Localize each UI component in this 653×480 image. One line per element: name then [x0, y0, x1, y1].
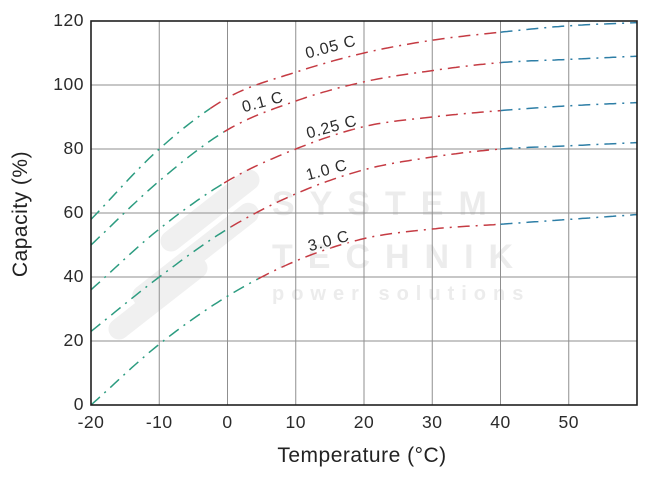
curve-0-25-c-mid	[223, 109, 501, 184]
curve-1-0-c-warm	[500, 141, 638, 150]
curve-0-25-c-cold	[90, 182, 225, 291]
curve-0-05-c-warm	[500, 21, 638, 33]
curve-3-0-c-mid	[257, 223, 501, 280]
y-axis-title: Capacity (%)	[9, 150, 32, 278]
y-tick-label: 0	[73, 394, 84, 415]
curve-0-25-c-warm	[500, 101, 638, 112]
y-tick-label: 20	[63, 330, 84, 351]
y-tick-label: 100	[53, 74, 84, 95]
x-tick-label: 50	[558, 412, 579, 432]
x-tick-label: 30	[422, 412, 443, 432]
curve-3-0-c-cold	[90, 278, 259, 406]
y-tick-label: 60	[63, 202, 84, 223]
y-tick-label: 40	[63, 266, 84, 287]
x-tick-label: -20	[77, 412, 105, 432]
x-axis-title: Temperature (°C)	[277, 444, 447, 467]
x-tick-label: -10	[145, 412, 173, 432]
x-tick-label: 20	[353, 412, 375, 432]
curve-0-1-c-warm	[500, 55, 638, 64]
x-tick-label: 0	[222, 412, 233, 432]
curve-1-0-c-cold	[90, 226, 232, 332]
curve-0-05-c-cold	[90, 107, 211, 220]
curve-1-0-c-mid	[230, 148, 501, 228]
curve-0-1-c-cold	[90, 131, 225, 246]
curve-0-1-c-mid	[223, 61, 501, 133]
curve-0-05-c-mid	[209, 31, 501, 110]
x-tick-label: 40	[490, 412, 511, 432]
plot-border	[90, 20, 638, 406]
curve-3-0-c-warm	[500, 213, 638, 225]
y-tick-label: 80	[63, 138, 84, 159]
x-tick-label: 10	[285, 412, 306, 432]
y-tick-label: 120	[53, 10, 84, 31]
